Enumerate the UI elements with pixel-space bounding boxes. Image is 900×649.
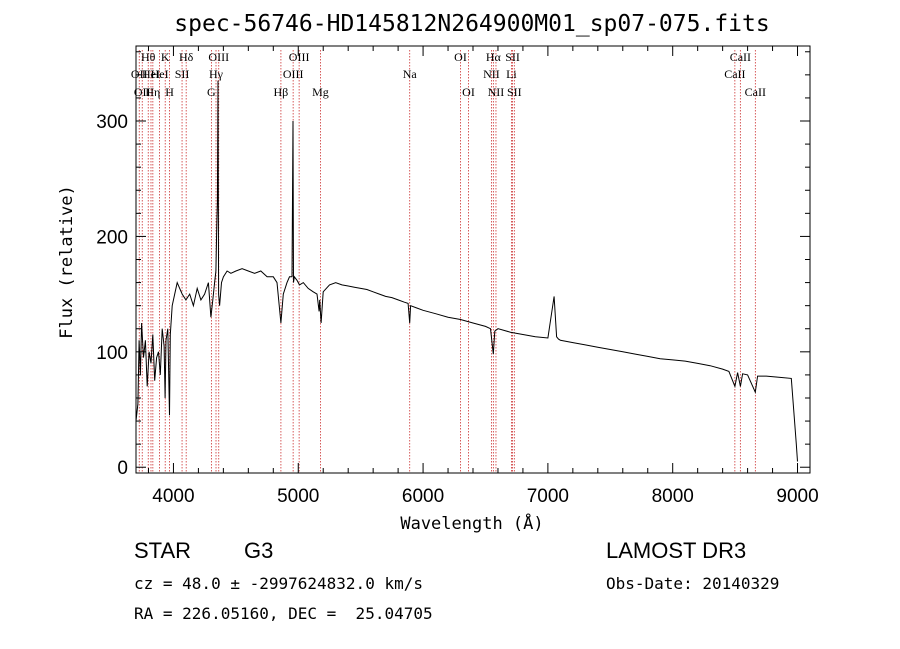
x-tick-label: 6000 xyxy=(402,486,444,507)
subclass-label: G3 xyxy=(244,538,274,563)
line-marker-label: Mg xyxy=(312,85,329,99)
line-marker-label: NII xyxy=(483,67,500,81)
y-tick-label: 100 xyxy=(96,343,128,364)
x-axis-label: Wavelength (Å) xyxy=(400,512,543,534)
line-marker-label: Hγ xyxy=(209,67,224,81)
y-axis-label: Flux (relative) xyxy=(57,185,77,339)
line-marker-label: Hα xyxy=(486,50,502,64)
spectrum-chart: spec-56746-HD145812N264900M01_sp07-075.f… xyxy=(57,11,819,534)
line-marker-label: Hθ xyxy=(141,50,156,64)
line-marker-label: Li xyxy=(506,67,517,81)
x-tick-label: 4000 xyxy=(152,486,194,507)
line-marker-label: OI xyxy=(454,50,467,64)
line-marker-label: Hβ xyxy=(274,85,289,99)
x-tick-label: 7000 xyxy=(527,486,569,507)
line-marker-label: K xyxy=(161,50,170,64)
coords-readout: RA = 226.05160, DEC = 25.04705 xyxy=(134,604,433,623)
line-markers xyxy=(138,50,756,473)
line-marker-label: G xyxy=(207,85,216,99)
y-tick-label: 300 xyxy=(96,112,128,133)
line-marker-label: OIII xyxy=(283,67,304,81)
chart-title: spec-56746-HD145812N264900M01_sp07-075.f… xyxy=(174,11,769,37)
line-marker-label: Hη xyxy=(145,85,160,99)
redshift-readout: cz = 48.0 ± -2997624832.0 km/s xyxy=(134,574,423,593)
class-label: STAR xyxy=(134,538,192,563)
line-marker-label: SII xyxy=(505,50,520,64)
y-axis-ticks: 0 100 200 300 xyxy=(96,51,810,479)
line-marker-label: H xyxy=(165,85,174,99)
line-marker-label: SII xyxy=(175,67,190,81)
x-tick-label: 8000 xyxy=(652,486,694,507)
plot-frame xyxy=(135,45,811,474)
x-tick-label: 5000 xyxy=(277,486,319,507)
line-marker-label: Na xyxy=(403,67,418,81)
flux-series-line xyxy=(135,80,798,462)
line-marker-label: OI xyxy=(462,85,475,99)
line-marker-label: OII xyxy=(131,67,148,81)
line-marker-label: CaII xyxy=(730,50,751,64)
survey-label: LAMOST DR3 xyxy=(606,538,747,563)
line-marker-label: OII xyxy=(134,85,151,99)
obs-date-readout: Obs-Date: 20140329 xyxy=(606,574,780,593)
line-marker-label: SII xyxy=(507,85,522,99)
y-tick-label: 0 xyxy=(117,458,128,479)
y-tick-label: 200 xyxy=(96,227,128,248)
x-tick-label: 9000 xyxy=(776,486,818,507)
line-marker-label: HeI xyxy=(151,67,169,81)
line-marker-label: OIII xyxy=(289,50,310,64)
line-marker-label: HeI xyxy=(142,67,160,81)
line-marker-labels: OIIOIIHθHeIHηHeIKHSIIHδGHγOIIIHβOIIIOIII… xyxy=(131,50,766,99)
line-marker-label: NII xyxy=(488,85,505,99)
x-axis-ticks: 4000 5000 6000 7000 8000 9000 xyxy=(147,46,819,507)
line-marker-label: CaII xyxy=(724,67,745,81)
line-marker-label: CaII xyxy=(745,85,766,99)
line-marker-label: Hδ xyxy=(179,50,194,64)
line-marker-label: OIII xyxy=(208,50,229,64)
